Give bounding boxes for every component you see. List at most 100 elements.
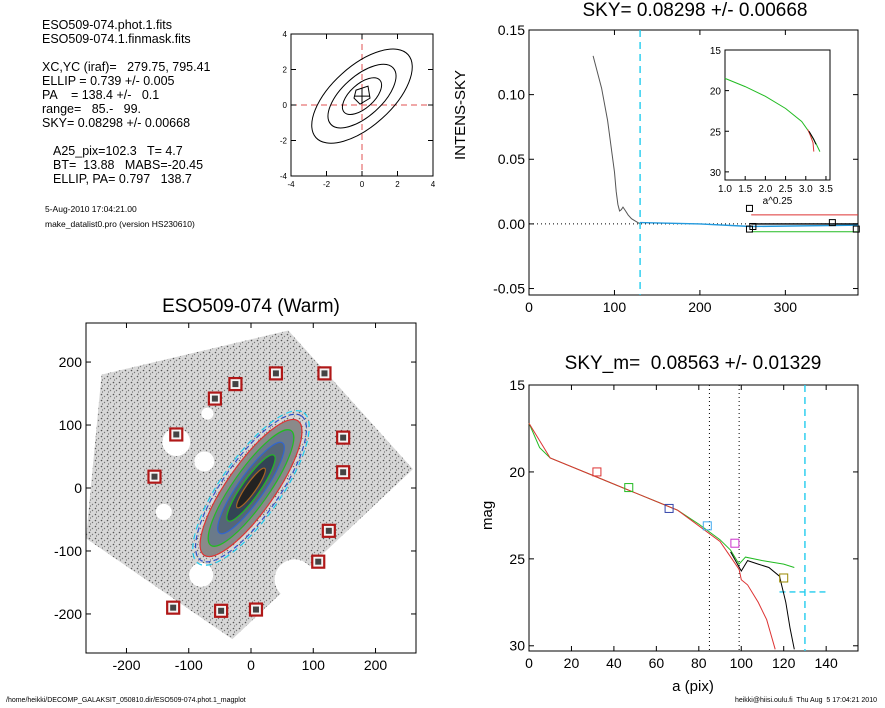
inset-ytick-label: 15 bbox=[710, 46, 722, 57]
image-xtick-label: -200 bbox=[112, 657, 140, 673]
contour-level-0 bbox=[311, 48, 413, 144]
mag-square-marker bbox=[664, 503, 674, 513]
sky-plot: 0 100 200 300 0.15 0.10 0.05 0.00 -0.05 1.0 1.5 2.0… bbox=[493, 22, 860, 315]
inset-frame bbox=[724, 49, 831, 181]
contour-xtick-label: -2 bbox=[323, 180, 331, 189]
image-mask-blob bbox=[155, 503, 172, 520]
sky-plot-ylabel: INTENS-SKY bbox=[452, 69, 469, 160]
inset-black-line bbox=[808, 131, 817, 145]
timestamp: 5-Aug-2010 17:04:21.00 bbox=[45, 204, 137, 214]
inset-ytick-label: 20 bbox=[710, 87, 722, 98]
contour-plot: -4 -2 0 2 4 4 2 0 -2 -4 bbox=[280, 30, 436, 189]
image-mask-blob bbox=[194, 451, 215, 472]
inset-xtick-label: 1.0 bbox=[718, 184, 732, 195]
image-xtick-label: 100 bbox=[302, 657, 326, 673]
star-core bbox=[170, 604, 177, 611]
contour-core bbox=[353, 85, 371, 105]
sky-value: SKY= 0.08298 +/- 0.00668 bbox=[42, 116, 191, 130]
image-ytick-label: -200 bbox=[54, 606, 82, 622]
star-core bbox=[340, 469, 347, 476]
contour-level-1 bbox=[327, 63, 397, 129]
mag-square-marker bbox=[592, 467, 602, 477]
sky-xtick-label: 300 bbox=[774, 299, 798, 315]
contour-ytick-label: 0 bbox=[283, 101, 288, 110]
mag-xtick-label: 40 bbox=[606, 655, 622, 671]
galaxy-isophote-0 bbox=[194, 413, 308, 563]
mag-xtick-label: 120 bbox=[772, 655, 796, 671]
inset-ytick-label: 25 bbox=[710, 127, 722, 138]
program-version: make_datalist0.pro (version HS230610) bbox=[45, 219, 195, 229]
footer-path: /home/heikki/DECOMP_GALAKSIT_050810.dir/… bbox=[6, 697, 246, 704]
mag-plot-title: SKY_m= 0.08563 +/- 0.01329 bbox=[564, 353, 822, 374]
image-ytick-label: 200 bbox=[59, 354, 83, 370]
star-core bbox=[173, 431, 180, 438]
mag-ytick-label: 15 bbox=[509, 377, 525, 393]
sky-xtick-label: 200 bbox=[688, 299, 712, 315]
image-ytick-label: -100 bbox=[54, 543, 82, 559]
mag-plot-xlabel: a (pix) bbox=[672, 678, 714, 695]
mag-square-marker bbox=[702, 521, 712, 531]
sky-square-marker bbox=[749, 222, 757, 230]
contour-xtick-label: -4 bbox=[287, 180, 295, 189]
mag-ytick-label: 25 bbox=[509, 551, 525, 567]
sky-ytick-label: 0.00 bbox=[498, 216, 525, 232]
image-plot: -200 -100 0 100 200 200 100 0 -100 -200 bbox=[54, 322, 417, 673]
center-coords: XC,YC (iraf)= 279.75, 795.41 bbox=[42, 60, 211, 74]
sky-xtick-label: 0 bbox=[525, 299, 533, 315]
image-xtick-label: 200 bbox=[364, 657, 388, 673]
sky-plot-title: SKY= 0.08298 +/- 0.00668 bbox=[582, 0, 808, 21]
inset-red-line bbox=[807, 129, 815, 152]
position-angle: PA = 138.4 +/- 0.1 bbox=[42, 88, 160, 102]
mag-frame bbox=[528, 384, 859, 652]
sky-xtick-label: 100 bbox=[603, 299, 627, 315]
star-core bbox=[232, 381, 239, 388]
fit-range: range= 85.- 99. bbox=[42, 102, 142, 116]
ellipticity: ELLIP = 0.739 +/- 0.005 bbox=[42, 74, 175, 88]
contour-xtick-label: 4 bbox=[431, 180, 436, 189]
star-core bbox=[325, 527, 332, 534]
bt-value: BT= 13.88 MABS=-20.45 bbox=[53, 158, 204, 172]
file-name-1: ESO509-074.phot.1.fits bbox=[42, 18, 172, 32]
image-mask-blob bbox=[201, 407, 214, 420]
inset-xtick-label: 2.5 bbox=[779, 184, 793, 195]
mag-xtick-label: 60 bbox=[649, 655, 665, 671]
sky-square-marker bbox=[852, 225, 860, 233]
star-core bbox=[272, 370, 279, 377]
sky-profile-line bbox=[592, 55, 641, 225]
mag-ytick-label: 20 bbox=[509, 464, 525, 480]
sky-square-marker bbox=[745, 204, 753, 212]
mag-square-marker bbox=[730, 538, 740, 548]
ellip-pa-value: ELLIP, PA= 0.797 138.7 bbox=[53, 172, 192, 186]
star-core bbox=[252, 606, 259, 613]
sky-ytick-label: -0.05 bbox=[493, 280, 525, 296]
sky-residual-blue bbox=[640, 221, 859, 228]
mag-xtick-label: 80 bbox=[691, 655, 707, 671]
star-core bbox=[218, 607, 225, 614]
image-ytick-label: 0 bbox=[74, 480, 82, 496]
sky-square-marker bbox=[828, 219, 836, 227]
mag-series-line-1 bbox=[528, 422, 776, 650]
image-mask-blob bbox=[189, 562, 214, 587]
star-core bbox=[321, 370, 328, 377]
sky-frame bbox=[528, 29, 859, 296]
galaxy-isophote-5 bbox=[236, 467, 266, 509]
mag-xtick-label: 140 bbox=[814, 655, 838, 671]
mag-xtick-label: 100 bbox=[730, 655, 754, 671]
inset-ytick-label: 30 bbox=[710, 168, 722, 179]
contour-ytick-label: -2 bbox=[280, 136, 288, 145]
inset-xtick-label: 3.5 bbox=[819, 184, 833, 195]
contour-ytick-label: 2 bbox=[283, 65, 288, 74]
image-ytick-label: 100 bbox=[59, 417, 83, 433]
star-core bbox=[211, 395, 218, 402]
mag-ytick-label: 30 bbox=[509, 638, 525, 654]
mag-plot: 0 20 40 60 80 100 120 140 15 20 25 30 bbox=[509, 377, 859, 671]
mag-square-marker bbox=[624, 483, 634, 493]
star-core bbox=[315, 558, 322, 565]
contour-ytick-label: -4 bbox=[280, 172, 288, 181]
image-plot-title: ESO509-074 (Warm) bbox=[162, 296, 340, 317]
contour-xtick-label: 2 bbox=[395, 180, 400, 189]
contour-xtick-label: 0 bbox=[360, 180, 365, 189]
star-core bbox=[151, 473, 158, 480]
inset-xlabel: a^0.25 bbox=[763, 196, 793, 207]
sky-ytick-label: 0.15 bbox=[498, 22, 525, 38]
